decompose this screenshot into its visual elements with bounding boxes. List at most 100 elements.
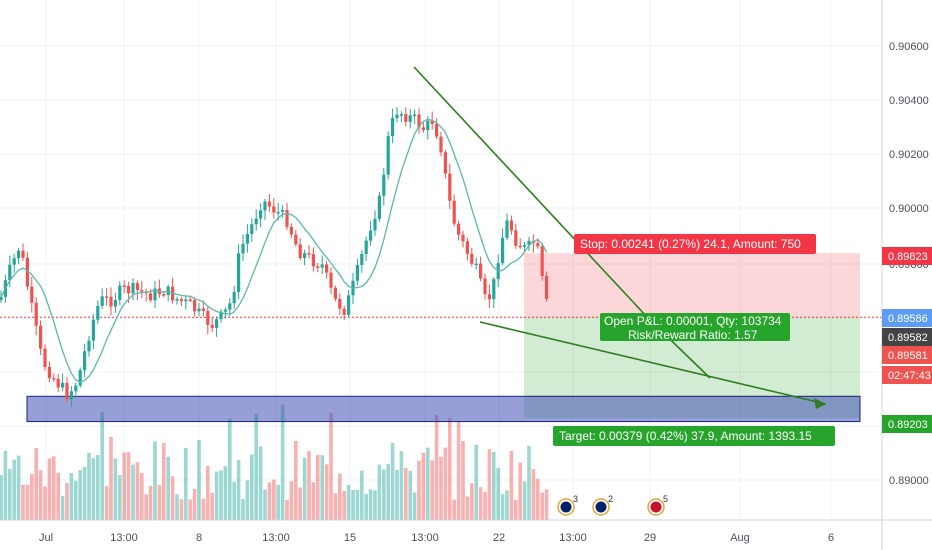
volume-bar [25,484,30,520]
candle-body [241,243,245,254]
volume-bar [518,462,522,520]
volume-bar [474,444,478,520]
volume-bar [338,473,342,520]
volume-bar [434,414,439,520]
candle-body [439,136,443,153]
volume-bar [96,454,100,520]
economic-events[interactable]: 3 2 5 [557,494,668,516]
candle-body [523,245,527,247]
volume-bar [166,456,170,520]
stop-label-box [574,234,816,254]
volume-bar [87,452,91,520]
volume-bar [188,499,192,520]
candle-body [193,300,197,312]
volume-bar [492,451,496,520]
trendlines[interactable] [413,66,827,409]
volume-bar [412,492,417,520]
volume-bar [267,482,272,520]
candle-body [96,305,100,320]
volume-bar [390,442,395,520]
candle-body [298,244,302,259]
candle-body [65,382,69,400]
volume-bars [0,404,549,520]
candle-body [56,378,60,388]
volume-bar [184,447,188,520]
candle-body [47,367,51,379]
candle-body [39,325,43,349]
volume-bar [254,413,258,520]
volume-bar [536,478,540,520]
target-label: Target: 0.00379 (0.42%) 37.9, Amount: 13… [559,429,812,443]
candle-body [329,272,333,288]
volume-bar [60,495,65,520]
volume-bar [307,451,311,520]
candle-body [342,308,346,315]
candle-body [435,124,439,137]
volume-bar [34,448,38,520]
candle-body [135,283,139,290]
candle-body [509,220,513,231]
candle-body [461,234,465,242]
au-event-icon[interactable]: 2 [592,494,613,516]
candle-body [78,370,82,386]
event-count: 5 [663,494,668,504]
price-tag: 0.89581 [882,346,932,364]
price-tag-label: 0.89581 [888,350,928,362]
candle-body [223,309,227,312]
volume-bar [8,469,12,520]
candle-body [175,299,179,301]
volume-bar [148,485,153,520]
arrow-head-icon [814,398,826,409]
volume-bar [355,489,360,520]
volume-bar [65,482,69,520]
volume-bar [421,452,426,520]
volume-bar [30,474,34,520]
volume-bar [294,440,298,520]
volume-bar [197,440,201,520]
candle-body [421,127,425,130]
candle-body [452,200,456,224]
au-event-icon[interactable]: 3 [557,494,578,516]
volume-bar [404,468,408,520]
price-tag: 0.89203 [882,415,932,433]
support-zone [26,395,861,423]
volume-bar [544,489,549,520]
y-tick-label: 0.90000 [889,203,929,215]
candle-body [105,296,109,298]
candle-body [197,308,201,312]
candle-body [395,114,399,118]
y-tick-label: 0.90200 [889,149,929,161]
candle-body [272,206,276,213]
volume-bar [368,489,373,520]
y-tick-label: 0.90600 [889,41,929,53]
volume-bar [118,475,122,520]
pnl-label-box [600,313,790,341]
candle-body [259,210,263,219]
volume-bar [162,443,166,520]
candle-body [457,223,461,235]
candle-body [408,115,412,122]
volume-bar [302,457,307,520]
candle-body [505,220,509,238]
gb-event-icon[interactable]: 5 [647,494,668,516]
volume-bar [364,493,368,520]
price-tag-label: 0.89203 [888,419,928,431]
price-tag: 0.89823 [882,247,932,265]
volume-bar [214,471,219,520]
volume-bar [206,466,210,520]
volume-bar [333,493,338,520]
candle-body [232,291,236,304]
volume-bar [452,499,456,520]
price-tag-bg [882,328,932,346]
moving-average [0,118,548,384]
volume-bar [540,492,544,520]
volume-bar [122,452,126,520]
x-tick-label: 13:00 [110,532,138,544]
volume-bar [443,447,448,520]
candle-body [184,299,188,302]
volume-bar [236,460,241,520]
y-tick-label: 0.90400 [889,95,929,107]
volume-bar [0,475,3,520]
